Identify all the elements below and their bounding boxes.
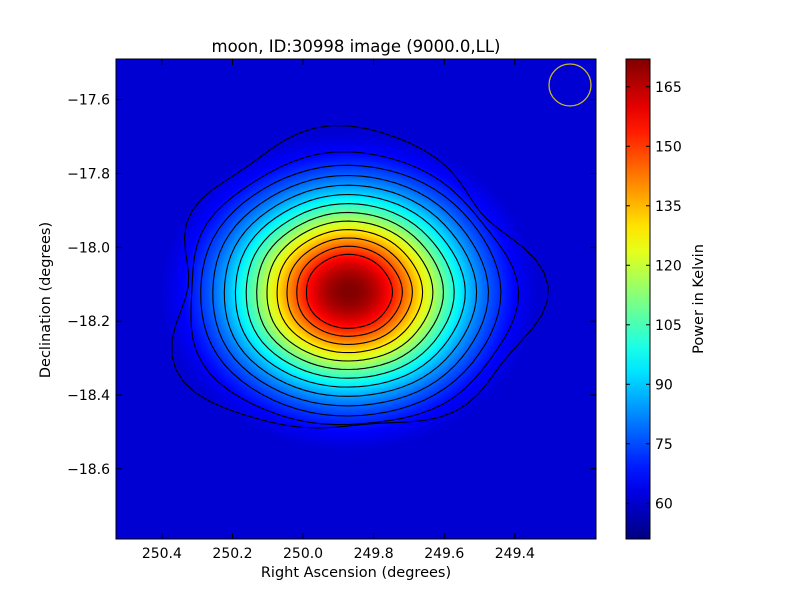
colorbar-ticks: 60 75 90 105 120 135 150 165 [626,80,682,512]
colorbar-tick-label: 150 [655,139,682,155]
x-tick-label: 249.8 [354,546,394,562]
y-tick-label: −18.0 [67,240,110,256]
y-tick-label: −17.8 [67,166,110,182]
colorbar: 60 75 90 105 120 135 150 165 Power in Kelvin [625,58,707,540]
colorbar-tick-label: 105 [655,318,682,334]
y-tick-label: −18.6 [67,462,110,478]
source-emission [116,59,596,539]
contour-line [190,151,520,426]
contour-line [171,125,549,429]
colorbar-frame [625,58,651,540]
x-tick-label: 250.4 [142,546,182,562]
beam-circle [548,63,592,107]
x-tick-label: 250.2 [212,546,252,562]
x-axis-label: Right Ascension (degrees) [261,565,451,581]
contour-line [296,245,403,337]
chart-title: moon, ID:30998 image (9000.0,LL) [212,37,501,56]
colorbar-tick-label: 90 [655,377,673,393]
colorbar-label: Power in Kelvin [691,244,707,354]
contour-line [286,237,413,345]
x-tick-label: 250.0 [283,546,323,562]
colorbar-tick-label: 120 [655,258,682,274]
plot-area: 250.4 250.2 250.0 249.8 249.6 249.4 −17.6−17.… [67,58,597,562]
y-axis-ticks: −17.6 −17.8 −18.0 −18.2 −18.4 −18.6 [67,93,596,478]
colorbar-tick-label: 165 [655,80,682,96]
contour-line [245,203,455,379]
x-tick-label: 249.4 [495,546,535,562]
y-tick-label: −17.6 [67,93,110,109]
y-tick-label: −18.4 [67,388,110,404]
x-axis-ticks: 250.4 250.2 250.0 249.8 249.6 249.4 [142,59,535,562]
contour-line [234,193,466,388]
colorbar-tick-label: 75 [655,437,673,453]
contour-line [256,211,444,371]
colorbar-tick-label: 135 [655,199,682,215]
y-axis-label: Declination (degrees) [38,222,54,378]
colorbar-fill [626,59,650,539]
x-tick-label: 249.6 [424,546,464,562]
contour-line [200,164,502,417]
y-tick-label: −18.2 [67,314,110,330]
contour-line [223,184,478,397]
contour-lines [171,125,549,429]
colorbar-tick-label: 60 [655,496,673,512]
contour-line [276,229,424,354]
plot-frame [115,58,597,540]
contour-line [305,253,394,329]
contour-line [266,220,434,362]
contour-line [212,174,490,407]
